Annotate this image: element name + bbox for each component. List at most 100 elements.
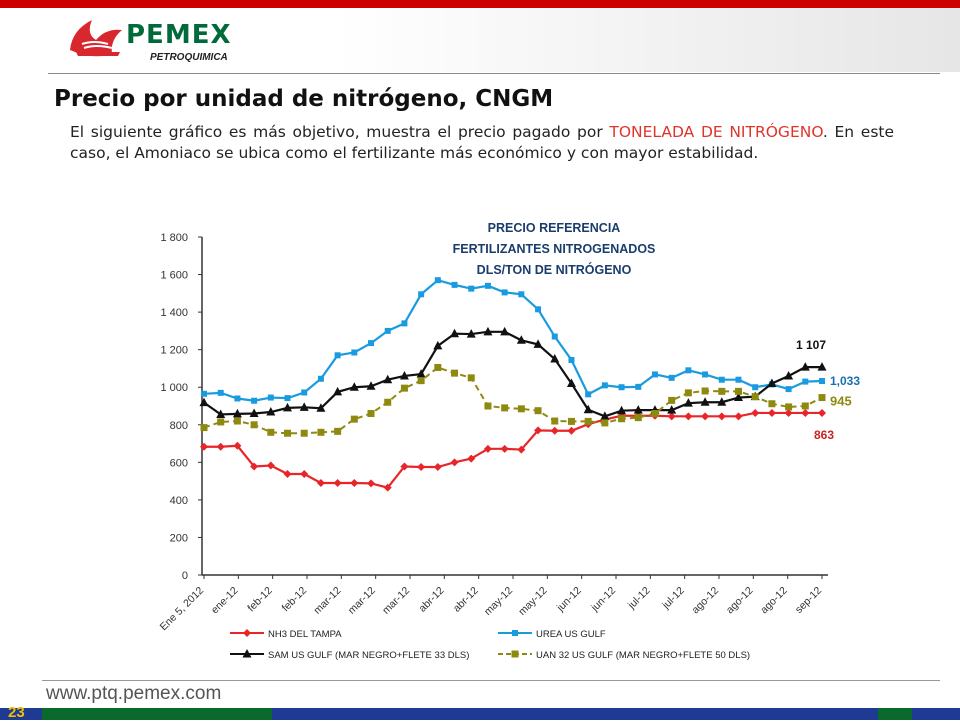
data-point-sam-us-gulf: [349, 382, 359, 391]
data-point-sam-us-gulf: [316, 403, 326, 412]
data-point-urea-us-gulf: [484, 282, 491, 289]
data-point-urea-us-gulf: [819, 378, 825, 385]
data-point-uan32-us-gulf: [567, 417, 575, 425]
end-label-sam-us-gulf: 1 107: [796, 338, 826, 352]
data-point-nh3-tampa: [517, 445, 526, 454]
data-point-uan32-us-gulf: [501, 404, 509, 412]
data-point-uan32-us-gulf: [200, 424, 208, 432]
data-point-sam-us-gulf: [566, 378, 576, 387]
data-point-urea-us-gulf: [668, 374, 675, 381]
data-point-sam-us-gulf: [516, 335, 526, 344]
data-point-nh3-tampa: [801, 408, 810, 417]
data-point-sam-us-gulf: [299, 402, 309, 411]
legend-label: NH3 DEL TAMPA: [268, 629, 342, 640]
data-point-urea-us-gulf: [401, 320, 408, 327]
data-point-sam-us-gulf: [500, 326, 510, 336]
data-point-uan32-us-gulf: [551, 417, 559, 425]
x-tick-label: abr-12: [451, 585, 481, 615]
x-tick-label: jul-12: [625, 585, 652, 612]
y-tick-label: 1 800: [160, 232, 188, 244]
data-point-urea-us-gulf: [468, 285, 475, 292]
data-point-uan32-us-gulf: [634, 414, 642, 422]
data-point-uan32-us-gulf: [267, 428, 275, 436]
data-point-nh3-tampa: [200, 442, 208, 451]
y-tick-label: 0: [182, 570, 188, 582]
data-point-sam-us-gulf: [266, 407, 276, 416]
data-point-uan32-us-gulf: [718, 387, 726, 395]
legend-label: UAN 32 US GULF (MAR NEGRO+FLETE 50 DLS): [536, 650, 750, 661]
x-tick-label: may-12: [482, 585, 515, 618]
data-point-uan32-us-gulf: [317, 428, 325, 436]
brand-subtitle: PETROQUIMICA: [150, 52, 228, 63]
data-point-uan32-us-gulf: [233, 417, 241, 425]
data-point-urea-us-gulf: [434, 277, 441, 284]
data-point-uan32-us-gulf: [801, 402, 809, 410]
data-point-uan32-us-gulf: [684, 389, 692, 397]
brand-name: PEMEX: [126, 20, 232, 50]
pemex-eagle-logo-icon: [70, 20, 122, 57]
data-point-sam-us-gulf: [533, 339, 543, 348]
data-point-sam-us-gulf: [399, 370, 409, 380]
y-axis: 0 200 400 600 800 1 000 1 200 1 400 1 600 1 800: [160, 232, 203, 582]
data-point-uan32-us-gulf: [618, 415, 626, 423]
legend-item-nh3-tampa: NH3 DEL TAMPA: [230, 629, 342, 640]
data-point-urea-us-gulf: [351, 349, 358, 356]
data-point-sam-us-gulf: [416, 369, 426, 378]
data-point-urea-us-gulf: [702, 371, 709, 378]
chart-title-line-2: FERTILIZANTES NITROGENADOS: [453, 242, 656, 256]
data-point-urea-us-gulf: [251, 397, 258, 404]
series-line-sam-us-gulf: [203, 330, 822, 418]
end-label-uan32-us-gulf: 945: [830, 394, 852, 409]
top-red-bar: [0, 0, 960, 8]
y-tick-label: 800: [170, 420, 188, 432]
footer-green-bar: [42, 708, 272, 720]
data-point-urea-us-gulf: [718, 376, 725, 383]
data-point-urea-us-gulf: [635, 383, 642, 390]
data-point-urea-us-gulf: [451, 281, 458, 288]
data-point-uan32-us-gulf: [818, 394, 826, 402]
data-point-uan32-us-gulf: [601, 419, 609, 427]
data-point-sam-us-gulf: [249, 408, 259, 418]
data-point-nh3-tampa: [350, 478, 359, 487]
data-point-uan32-us-gulf: [701, 387, 709, 395]
y-tick-label: 600: [170, 457, 188, 469]
legend-item-uan32-us-gulf: UAN 32 US GULF (MAR NEGRO+FLETE 50 DLS): [498, 650, 750, 661]
chart-title-line-3: DLS/TON DE NITRÓGENO: [477, 262, 632, 277]
y-tick-label: 200: [170, 532, 188, 544]
data-point-nh3-tampa: [818, 408, 826, 417]
page-number: 23: [8, 704, 25, 721]
data-point-uan32-us-gulf: [768, 400, 776, 408]
data-point-sam-us-gulf: [633, 405, 643, 414]
data-point-nh3-tampa: [433, 463, 442, 472]
data-point-sam-us-gulf: [199, 397, 209, 407]
data-point-uan32-us-gulf: [451, 369, 459, 377]
slide-title: Precio por unidad de nitrógeno, CNGM: [54, 86, 554, 112]
data-point-urea-us-gulf: [518, 291, 525, 298]
data-point-nh3-tampa: [500, 444, 509, 453]
data-point-sam-us-gulf: [483, 326, 493, 336]
series-line-nh3-tampa: [204, 411, 822, 489]
x-tick-label: ago-12: [758, 585, 790, 617]
data-point-nh3-tampa: [467, 454, 476, 463]
data-point-sam-us-gulf: [817, 362, 827, 371]
end-label-urea-us-gulf: 1,033: [830, 374, 860, 388]
data-point-urea-us-gulf: [585, 391, 592, 398]
data-point-nh3-tampa: [233, 441, 242, 450]
data-point-urea-us-gulf: [501, 289, 508, 296]
data-point-urea-us-gulf: [568, 356, 575, 363]
data-point-uan32-us-gulf: [434, 364, 442, 372]
data-point-sam-us-gulf: [466, 329, 476, 338]
data-point-sam-us-gulf: [767, 378, 777, 387]
y-tick-label: 400: [170, 495, 188, 507]
paragraph-text-1: El siguiente gráfico es más objetivo, mu…: [70, 123, 610, 141]
data-point-uan32-us-gulf: [584, 417, 592, 425]
data-point-urea-us-gulf: [301, 389, 308, 396]
data-point-sam-us-gulf: [784, 370, 794, 380]
data-point-sam-us-gulf: [450, 328, 460, 338]
paragraph-text-2: . En este caso, el Amoniaco se ubica com…: [70, 123, 895, 162]
legend-label: UREA US GULF: [536, 629, 606, 640]
data-point-urea-us-gulf: [651, 371, 658, 378]
data-point-nh3-tampa: [216, 442, 225, 451]
data-point-urea-us-gulf: [217, 389, 224, 396]
y-tick-label: 1 200: [160, 345, 188, 357]
